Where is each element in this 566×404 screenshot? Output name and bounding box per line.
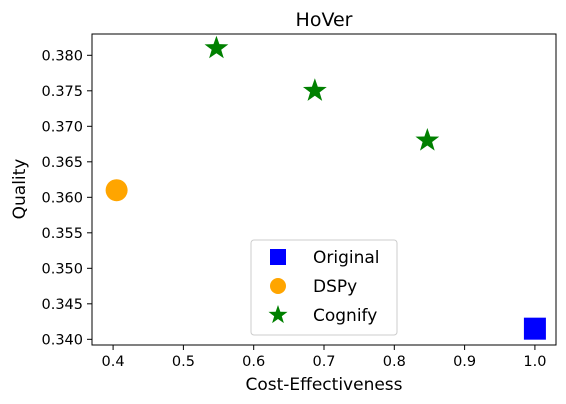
plot-area: 0.4 0.5 0.6 0.7 0.8 0.9 1.0 0.340 0.345 0.350 0.35…: [41, 33, 557, 370]
x-tick-label: 0.8: [383, 354, 406, 370]
y-tick-label: 0.370: [41, 119, 83, 135]
y-axis-label: Quality: [10, 159, 30, 220]
legend-item-cognify: Cognify: [268, 305, 377, 326]
y-tick-label: 0.345: [41, 297, 83, 313]
y-tick-label: 0.350: [41, 261, 83, 277]
x-tick-label: 0.9: [453, 354, 476, 370]
x-tick-label: 0.5: [172, 354, 195, 370]
x-axis-label: Cost-Effectiveness: [245, 375, 402, 395]
legend-marker-dspy: [270, 278, 286, 294]
x-tick-label: 0.6: [242, 354, 265, 370]
chart-title: HoVer: [296, 9, 353, 31]
legend: Original DSPy Cognify: [250, 239, 398, 336]
y-tick-label: 0.375: [41, 84, 83, 100]
data-point-cognify: [415, 128, 440, 151]
legend-label: Original: [313, 248, 380, 268]
legend-marker-original: [270, 249, 286, 265]
data-point-dspy: [105, 179, 128, 202]
legend-label: DSPy: [313, 277, 357, 297]
legend-label: Cognify: [313, 306, 377, 326]
x-tick-label: 0.7: [312, 354, 335, 370]
x-tick-label: 1.0: [523, 354, 546, 370]
data-point-cognify: [204, 35, 229, 59]
legend-marker-cognify: [268, 305, 288, 324]
y-tick-label: 0.380: [41, 48, 83, 64]
y-tick-label: 0.365: [41, 155, 83, 171]
legend-item-original: Original: [270, 248, 380, 268]
y-tick-label: 0.360: [41, 190, 83, 206]
legend-item-dspy: DSPy: [270, 277, 357, 297]
y-tick-label: 0.340: [41, 332, 83, 348]
x-tick-label: 0.4: [102, 354, 125, 370]
legend-box: [250, 239, 398, 336]
y-tick-label: 0.355: [41, 226, 83, 242]
data-point-original: [523, 317, 546, 340]
data-point-cognify: [302, 78, 327, 101]
